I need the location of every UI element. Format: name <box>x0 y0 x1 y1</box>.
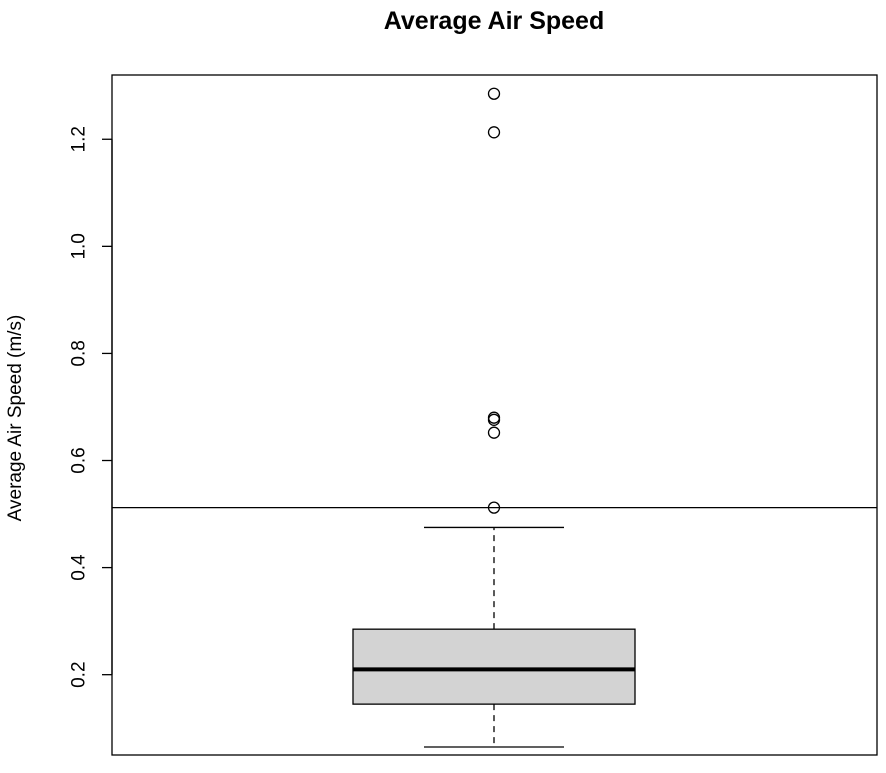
outlier-point <box>487 426 501 439</box>
y-tick-label: 0.2 <box>69 661 90 687</box>
y-tick-label: 0.6 <box>69 447 90 473</box>
y-tick-label: 0.4 <box>69 554 90 581</box>
y-axis: 0.2 0.4 0.6 0.8 1.0 1.2 <box>69 126 113 688</box>
y-tick-label: 1.0 <box>69 233 90 259</box>
outlier-point <box>487 87 501 100</box>
chart-marks <box>112 87 877 748</box>
chart-title: Average Air Speed <box>384 7 604 35</box>
outlier-point <box>487 411 501 424</box>
box-iqr <box>352 628 636 705</box>
outlier-point <box>487 126 501 139</box>
y-tick-label: 1.2 <box>69 126 90 152</box>
y-tick-label: 0.8 <box>69 340 90 366</box>
outlier-point <box>487 501 501 514</box>
y-axis-label: Average Air Speed (m/s) <box>5 315 26 522</box>
